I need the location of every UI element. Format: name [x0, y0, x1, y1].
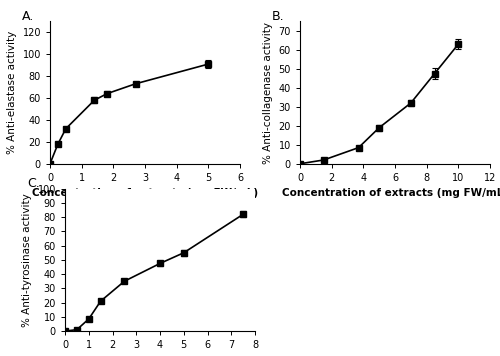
Y-axis label: % Anti-elastase activity: % Anti-elastase activity: [7, 31, 17, 154]
Y-axis label: % Anti-collagenase activity: % Anti-collagenase activity: [263, 22, 273, 163]
Text: B.: B.: [272, 10, 284, 23]
Text: A.: A.: [22, 10, 34, 23]
X-axis label: Concentration of extracts (mg FW/mL): Concentration of extracts (mg FW/mL): [282, 188, 500, 198]
Y-axis label: % Anti-tyrosinase activity: % Anti-tyrosinase activity: [22, 193, 32, 327]
X-axis label: Concentration of extracts (mg FW/mL): Concentration of extracts (mg FW/mL): [32, 188, 258, 198]
Text: C.: C.: [27, 177, 40, 190]
